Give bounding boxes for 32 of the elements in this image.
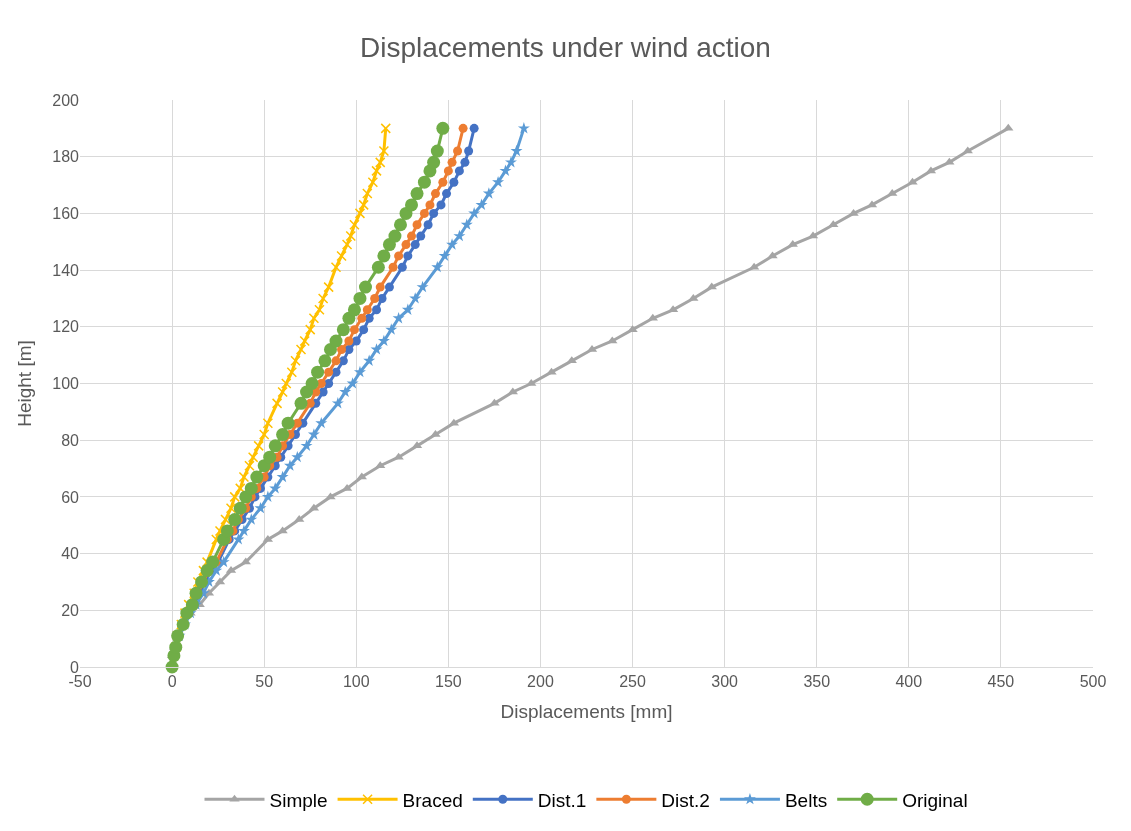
y-tick-label: 160 <box>52 205 80 222</box>
y-tick-label: 180 <box>52 148 80 166</box>
x-tick-label: 100 <box>342 673 370 691</box>
x-tick-label: 450 <box>987 673 1015 691</box>
x-axis-title: Displacements [mm] <box>500 701 673 722</box>
x-tick-label: 150 <box>435 673 462 691</box>
x-tick-label: -50 <box>68 673 92 691</box>
x-tick-label: 400 <box>895 673 923 691</box>
legend-label: Simple <box>269 789 328 811</box>
x-tick-label: 50 <box>255 673 274 691</box>
y-tick-label: 0 <box>70 658 80 676</box>
legend-label: Dist.2 <box>661 789 710 811</box>
y-tick-label: 120 <box>52 318 80 336</box>
legend-label: Braced <box>402 789 463 811</box>
y-tick-label: 60 <box>61 488 80 506</box>
x-tick-label: 500 <box>1079 673 1107 691</box>
y-tick-label: 100 <box>52 375 80 393</box>
x-tick-label: 200 <box>527 673 554 691</box>
x-tick-label: 350 <box>803 673 831 691</box>
legend-label: Belts <box>784 789 828 811</box>
y-tick-label: 20 <box>61 601 80 619</box>
y-tick-label: 140 <box>52 261 80 279</box>
x-tick-label: 300 <box>711 673 739 691</box>
y-tick-label: 200 <box>52 91 80 109</box>
y-tick-label: 80 <box>61 431 80 449</box>
y-tick-label: 40 <box>61 545 80 563</box>
legend-label: Original <box>902 789 968 811</box>
x-tick-label: 0 <box>167 673 177 691</box>
legend-label: Dist.1 <box>537 789 587 811</box>
y-axis-title: Height [m] <box>14 340 36 427</box>
chart-title: Displacements under wind action <box>360 32 771 63</box>
x-tick-label: 250 <box>619 673 646 691</box>
